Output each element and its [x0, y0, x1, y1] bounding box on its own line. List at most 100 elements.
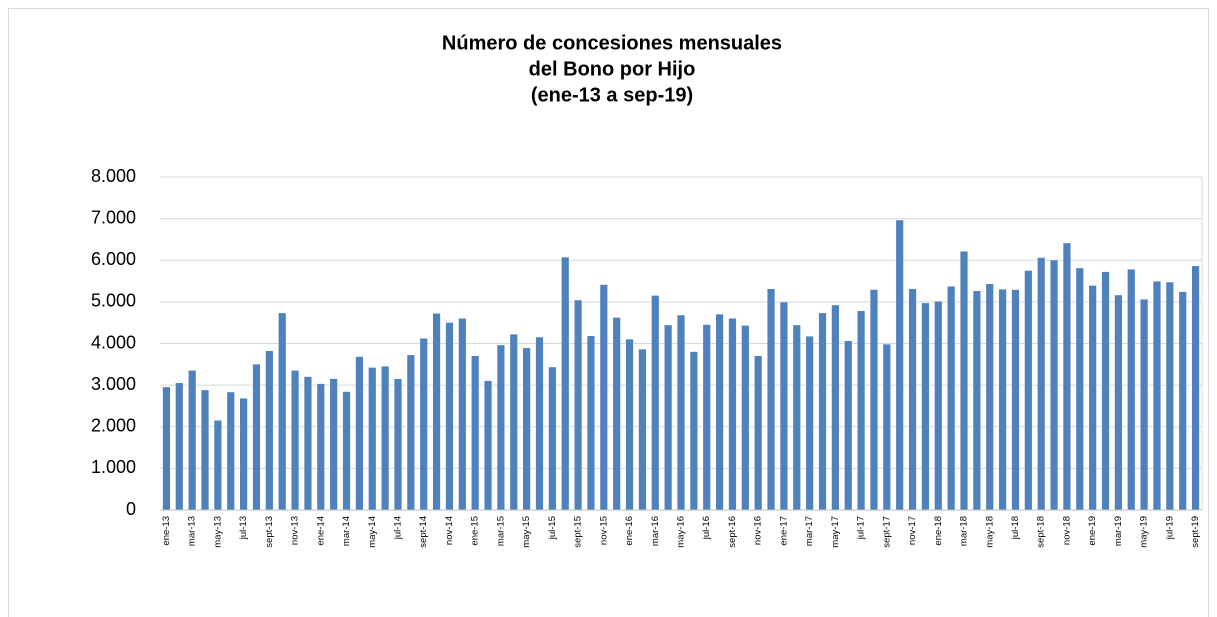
x-tick-label: sept-15 [573, 516, 584, 548]
bar [677, 315, 685, 510]
y-tick-label: 0 [126, 499, 136, 519]
bar [471, 355, 479, 510]
bar [690, 351, 698, 510]
bar [1089, 285, 1097, 510]
bar [1179, 291, 1187, 510]
bar [240, 398, 248, 510]
x-tick-label: may-17 [830, 516, 841, 548]
y-tick-label: 2.000 [91, 416, 136, 436]
bar [741, 325, 749, 510]
bar [394, 378, 402, 510]
bar [831, 305, 839, 510]
x-tick-label: ene-18 [933, 516, 944, 546]
bar [1166, 282, 1174, 510]
bar [407, 355, 415, 510]
x-tick-label: nov-15 [598, 516, 609, 545]
bar [214, 420, 222, 510]
x-tick-label: mar-14 [341, 516, 352, 546]
bar [278, 313, 286, 510]
bar [1063, 243, 1071, 510]
bar [304, 376, 312, 510]
bar [1011, 289, 1020, 510]
bar [1140, 299, 1148, 510]
x-tick-label: jul-17 [856, 516, 867, 540]
x-tick-label: jul-18 [1010, 516, 1021, 540]
bar [780, 302, 788, 510]
bar [625, 339, 634, 510]
x-tick-label: jul-15 [547, 516, 558, 540]
x-tick-label: mar-16 [650, 516, 661, 546]
bar [291, 370, 299, 510]
x-tick-label: mar-15 [495, 516, 506, 546]
y-tick-label: 5.000 [91, 291, 136, 311]
bar [484, 380, 492, 510]
bar [999, 289, 1007, 510]
bar [317, 383, 325, 510]
bar [1153, 281, 1161, 510]
bar [767, 288, 775, 510]
x-tick-label: ene-14 [315, 516, 326, 546]
x-tick-label: may-16 [676, 516, 687, 548]
bar [896, 220, 904, 511]
bar [420, 338, 428, 510]
bar [1191, 266, 1200, 510]
bar [368, 367, 376, 510]
bar [844, 341, 852, 510]
x-tick-label: nov-14 [444, 516, 455, 545]
bar [921, 303, 930, 510]
bar [330, 378, 338, 510]
chart-title: Número de concesiones mensuales [442, 32, 782, 54]
x-tick-label: ene-13 [161, 516, 172, 546]
bar [1076, 268, 1084, 510]
bar [497, 345, 505, 510]
bar [908, 288, 917, 510]
x-tick-label: mar-17 [804, 516, 815, 546]
bar [1114, 295, 1122, 510]
bar [548, 367, 556, 510]
bar [227, 392, 235, 510]
bar [857, 311, 865, 510]
x-tick-label: sept-19 [1190, 516, 1201, 548]
x-tick-label: jul-16 [701, 516, 712, 540]
bar [445, 322, 454, 510]
bar [1101, 271, 1110, 510]
bar [252, 364, 261, 510]
x-tick-label: may-13 [212, 516, 223, 548]
bar [818, 313, 827, 510]
bar [613, 317, 621, 510]
x-tick-label: nov-17 [907, 516, 918, 545]
bar [728, 318, 737, 510]
chart-title: (ene-13 a sep-19) [531, 84, 693, 106]
bar [175, 383, 183, 510]
x-tick-label: ene-17 [778, 516, 789, 546]
bar [600, 284, 608, 510]
x-tick-label: may-15 [521, 516, 532, 548]
x-tick-label: sept-16 [727, 516, 738, 548]
y-tick-label: 8.000 [91, 166, 136, 186]
x-tick-label: nov-16 [753, 516, 764, 545]
x-tick-label: mar-19 [1113, 516, 1124, 546]
bar [1050, 260, 1058, 510]
x-tick-label: mar-18 [959, 516, 970, 546]
x-tick-label: may-14 [367, 516, 378, 548]
bar [793, 325, 801, 510]
x-tick-label: ene-19 [1087, 516, 1098, 546]
y-tick-label: 3.000 [91, 374, 136, 394]
bar [201, 390, 209, 510]
bar [574, 300, 582, 510]
bar [381, 366, 389, 510]
bar [1037, 257, 1045, 510]
bar [973, 291, 981, 510]
x-tick-label: sept-14 [418, 516, 429, 548]
bar [664, 325, 672, 510]
bar [342, 391, 351, 510]
bar [1024, 270, 1032, 510]
bar [754, 355, 762, 510]
bar [870, 289, 878, 510]
x-tick-label: sept-13 [264, 516, 275, 548]
x-tick-label: jul-19 [1164, 516, 1175, 540]
bar [510, 334, 518, 510]
bar [535, 337, 544, 510]
x-tick-label: ene-16 [624, 516, 635, 546]
